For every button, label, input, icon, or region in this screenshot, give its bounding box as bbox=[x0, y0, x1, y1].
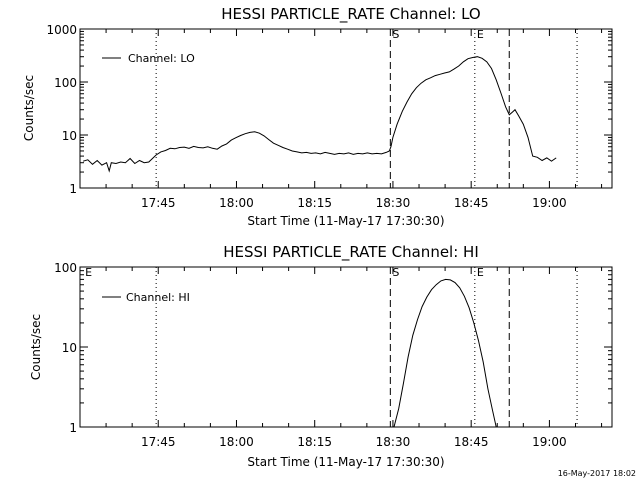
lo-y-tick-label: 1 bbox=[69, 182, 77, 196]
hi-y-axis-label: Counts/sec bbox=[29, 314, 43, 380]
lo-series-line bbox=[82, 56, 557, 173]
lo-x-tick-label: 17:45 bbox=[141, 196, 176, 210]
lo-plot-frame bbox=[79, 28, 613, 189]
hi-x-tick-label: 18:15 bbox=[297, 435, 332, 449]
lo-marker-s: S bbox=[392, 28, 399, 41]
footer-timestamp: 16-May-2017 18:02 bbox=[558, 469, 636, 478]
hi-y-tick-label: 10 bbox=[62, 341, 77, 355]
lo-x-tick-label: 18:45 bbox=[454, 196, 489, 210]
hi-legend-label: Channel: HI bbox=[126, 291, 190, 304]
hi-x-tick-label: 18:45 bbox=[454, 435, 489, 449]
hi-series-line bbox=[393, 278, 497, 428]
lo-x-tick-label: 18:15 bbox=[297, 196, 332, 210]
lo-x-tick-label: 18:30 bbox=[376, 196, 411, 210]
lo-legend-label: Channel: LO bbox=[128, 52, 195, 65]
hi-marker-s: S bbox=[392, 266, 399, 279]
hi-x-axis-label: Start Time (11-May-17 17:30:30) bbox=[247, 455, 444, 469]
lo-y-tick-label: 10 bbox=[62, 129, 77, 143]
hi-marker-e: E bbox=[85, 266, 92, 279]
lo-y-axis-label: Counts/sec bbox=[22, 75, 36, 141]
lo-x-tick-label: 18:00 bbox=[219, 196, 254, 210]
lo-marker-e: E bbox=[477, 28, 484, 41]
lo-y-tick-label: 1000 bbox=[46, 23, 77, 37]
hi-marker-e: E bbox=[477, 266, 484, 279]
hi-x-tick-label: 18:00 bbox=[219, 435, 254, 449]
hi-x-tick-label: 18:30 bbox=[376, 435, 411, 449]
hi-y-tick-label: 1 bbox=[69, 421, 77, 435]
lo-chart-title: HESSI PARTICLE_RATE Channel: LO bbox=[221, 5, 480, 24]
hi-channel-panel: HESSI PARTICLE_RATE Channel: HI Start Ti… bbox=[29, 243, 613, 469]
hi-x-tick-label: 19:00 bbox=[532, 435, 567, 449]
hi-x-tick-label: 17:45 bbox=[141, 435, 176, 449]
lo-x-tick-label: 19:00 bbox=[532, 196, 567, 210]
lo-y-tick-label: 100 bbox=[54, 76, 77, 90]
lo-x-axis-label: Start Time (11-May-17 17:30:30) bbox=[247, 214, 444, 228]
hi-chart-title: HESSI PARTICLE_RATE Channel: HI bbox=[223, 243, 479, 262]
lo-channel-panel: HESSI PARTICLE_RATE Channel: LO Start Ti… bbox=[22, 5, 613, 228]
hi-y-tick-label: 100 bbox=[54, 261, 77, 275]
